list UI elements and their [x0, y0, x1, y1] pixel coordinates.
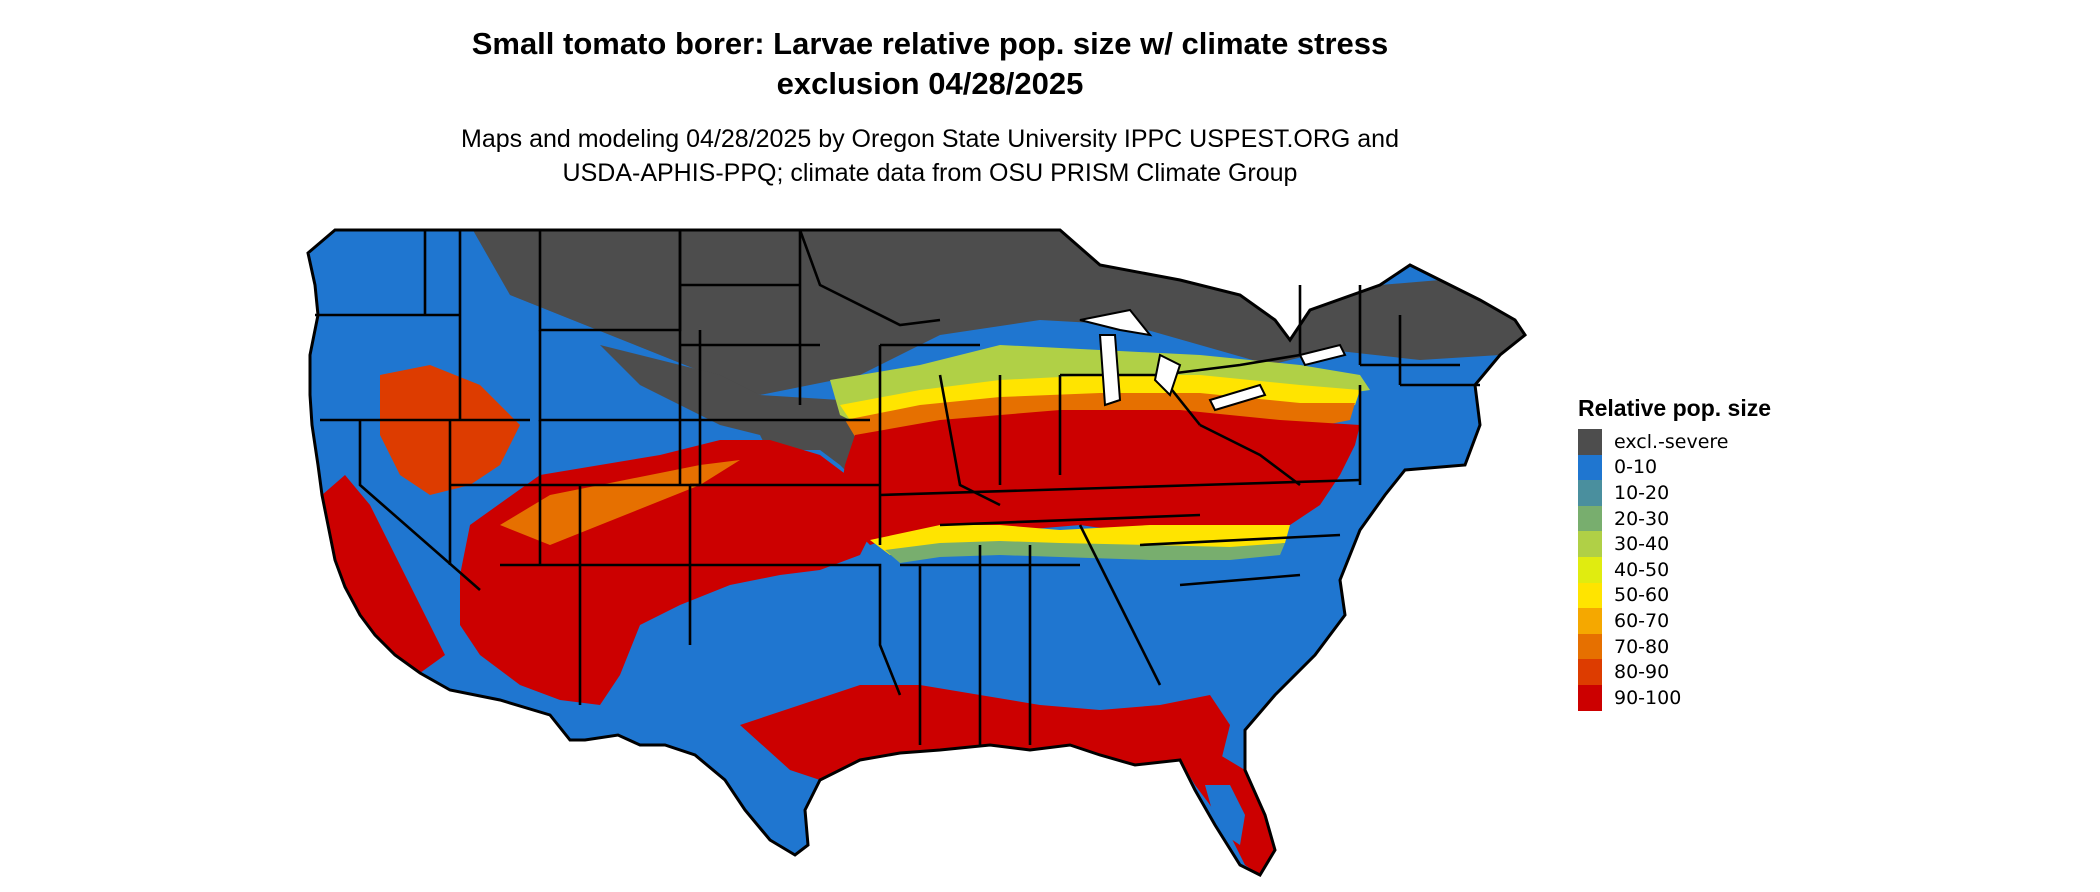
- band-low-florida-peninsula: [1205, 785, 1245, 845]
- band-green-south: [885, 541, 1285, 563]
- legend-label: 0-10: [1614, 456, 1658, 479]
- legend-item: 40-50: [1578, 556, 1878, 583]
- subtitle-line-2: USDA-APHIS-PPQ; climate data from OSU PR…: [562, 159, 1298, 187]
- legend-label: 20-30: [1614, 507, 1670, 530]
- title-line-1: Small tomato borer: Larvae relative pop.…: [471, 26, 1389, 61]
- legend-item: 50-60: [1578, 582, 1878, 609]
- legend-label: 80-90: [1614, 661, 1670, 684]
- legend-swatch: [1578, 454, 1602, 481]
- us-risk-map: [306, 228, 1528, 877]
- legend-item: 90-100: [1578, 684, 1878, 711]
- legend-swatch: [1578, 633, 1602, 660]
- legend-item: 30-40: [1578, 531, 1878, 557]
- legend-title: Relative pop. size: [1578, 395, 1772, 421]
- legend-item: excl.-severe: [1578, 429, 1878, 455]
- legend-item: 70-80: [1578, 633, 1878, 660]
- legend-label: 50-60: [1614, 584, 1670, 607]
- legend-label: excl.-severe: [1614, 430, 1729, 453]
- map-title: Small tomato borer: Larvae relative pop.…: [0, 24, 1860, 104]
- risk-bands: [308, 230, 1525, 875]
- legend-label: 90-100: [1614, 686, 1682, 709]
- legend-item: 80-90: [1578, 659, 1878, 685]
- legend-items: excl.-severe 0-10 10-20 20-30 30-40 40-50 50-6…: [1578, 429, 1878, 711]
- title-line-2: exclusion 04/28/2025: [776, 66, 1084, 101]
- band-excl-north: [470, 230, 1525, 395]
- band-yellow-north: [840, 375, 1360, 435]
- legend-swatch: [1578, 531, 1602, 557]
- legend-swatch: [1578, 608, 1602, 634]
- legend-label: 40-50: [1614, 558, 1670, 581]
- legend-item: 0-10: [1578, 454, 1878, 481]
- band-high-central: [840, 410, 1360, 545]
- legend-label: 10-20: [1614, 481, 1670, 504]
- band-excl-rockies: [600, 345, 900, 485]
- legend-item: 20-30: [1578, 505, 1878, 532]
- legend-swatch: [1578, 556, 1602, 583]
- subtitle-line-1: Maps and modeling 04/28/2025 by Oregon S…: [461, 125, 1399, 153]
- legend-item: 10-20: [1578, 480, 1878, 506]
- legend-item: 60-70: [1578, 608, 1878, 634]
- legend-label: 60-70: [1614, 609, 1670, 632]
- legend-label: 70-80: [1614, 635, 1670, 658]
- legend-swatch: [1578, 659, 1602, 685]
- legend-swatch: [1578, 684, 1602, 711]
- legend-label: 30-40: [1614, 533, 1670, 556]
- us-outline: [306, 228, 1528, 877]
- legend-swatch: [1578, 480, 1602, 506]
- legend-swatch: [1578, 582, 1602, 609]
- map-subtitle: Maps and modeling 04/28/2025 by Oregon S…: [0, 122, 1860, 190]
- band-high-california: [322, 475, 445, 673]
- state-boundaries: [315, 229, 1480, 745]
- legend-swatch: [1578, 505, 1602, 532]
- legend-swatch: [1578, 429, 1602, 455]
- great-lakes: [1079, 308, 1347, 412]
- legend: Relative pop. size excl.-severe 0-10 10-20…: [1578, 393, 1878, 711]
